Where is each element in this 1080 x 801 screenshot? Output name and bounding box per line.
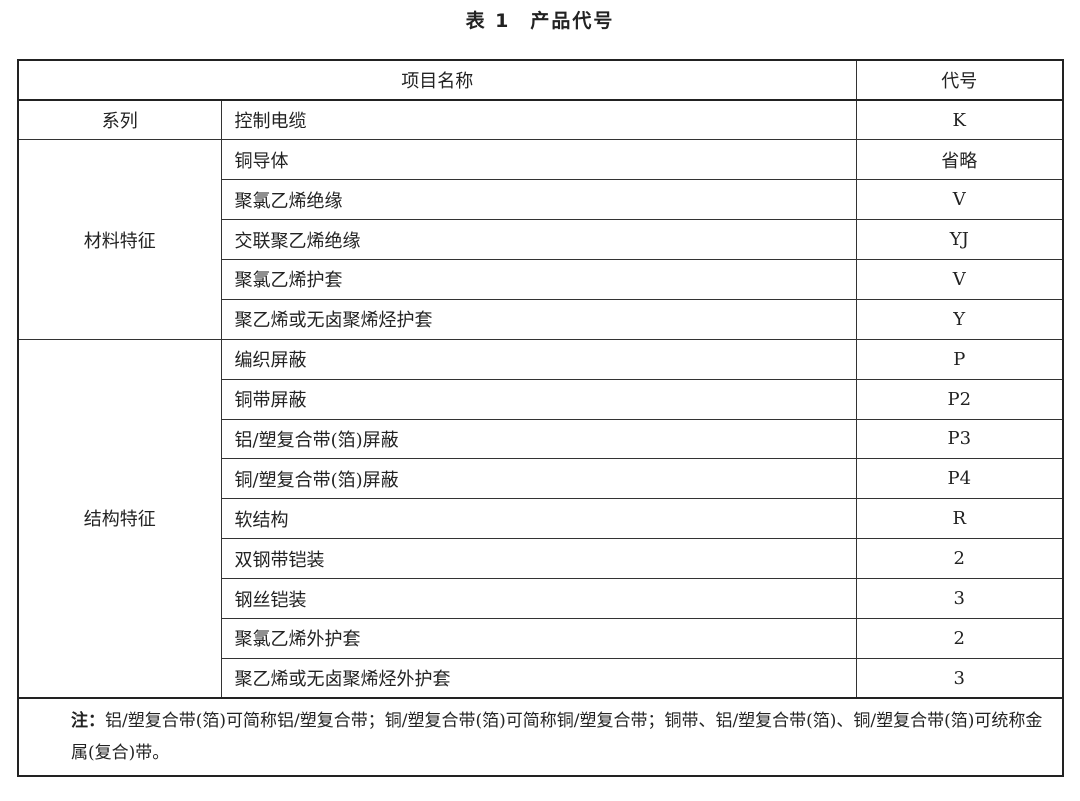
table-row: 聚氯乙烯护套 V	[18, 258, 1064, 300]
item-code: 2	[855, 538, 1064, 580]
item-name: 交联聚乙烯绝缘	[220, 219, 857, 260]
item-name: 控制电缆	[220, 99, 857, 141]
item-code: P3	[855, 418, 1064, 460]
item-code: P4	[855, 458, 1064, 500]
table-row: 材料特征 铜导体 省略	[17, 139, 1064, 340]
note-label: 注：	[71, 711, 105, 732]
item-name: 铜/塑复合带(箔)屏蔽	[220, 458, 857, 500]
item-name: 聚氯乙烯外护套	[220, 617, 857, 659]
item-code: Y	[855, 298, 1064, 340]
item-code: V	[855, 258, 1064, 300]
item-name: 聚氯乙烯绝缘	[220, 179, 857, 221]
item-code: V	[855, 179, 1064, 221]
header-item-name: 项目名称	[17, 59, 857, 101]
table-row: 铜/塑复合带(箔)屏蔽 P4	[18, 458, 1064, 500]
note-cell: 注：铝/塑复合带(箔)可简称铝/塑复合带；铜/塑复合带(箔)可简称铜/塑复合带；…	[17, 697, 1064, 777]
group-label: 材料特征	[17, 139, 222, 340]
item-name: 编织屏蔽	[220, 338, 857, 380]
item-code: 2	[855, 617, 1064, 659]
item-code: P2	[855, 378, 1064, 420]
group-label: 结构特征	[17, 338, 222, 699]
note-row: 注：铝/塑复合带(箔)可简称铝/塑复合带；铜/塑复合带(箔)可简称铜/塑复合带；…	[17, 697, 1064, 777]
table-row: 聚氯乙烯外护套 2	[18, 617, 1064, 659]
item-code: YJ	[855, 219, 1064, 260]
table-row: 双钢带铠装 2	[18, 538, 1064, 580]
item-name: 软结构	[220, 498, 857, 540]
item-name: 钢丝铠装	[220, 578, 857, 619]
table-row: 聚乙烯或无卤聚烯烃外护套 3	[18, 657, 1064, 699]
table-row: 聚乙烯或无卤聚烯烃护套 Y	[18, 298, 1064, 340]
table-number: 表 1	[465, 10, 511, 32]
table-title: 表 1 产品代号	[0, 6, 1080, 33]
table-row: 结构特征 编织屏蔽 P	[17, 338, 1064, 699]
group-label: 系列	[17, 99, 222, 141]
item-code: K	[855, 99, 1064, 141]
item-name: 双钢带铠装	[220, 538, 857, 580]
item-code: 3	[855, 578, 1064, 619]
table-caption: 产品代号	[530, 10, 615, 32]
note-text: 铝/塑复合带(箔)可简称铝/塑复合带；铜/塑复合带(箔)可简称铜/塑复合带；铜带…	[71, 711, 1043, 764]
item-name: 聚乙烯或无卤聚烯烃护套	[220, 298, 857, 340]
item-name: 聚乙烯或无卤聚烯烃外护套	[220, 657, 857, 699]
header-row: 项目名称 代号	[17, 59, 1064, 101]
table-row: 聚氯乙烯绝缘 V	[18, 179, 1064, 221]
table-row: 钢丝铠装 3	[18, 578, 1064, 619]
product-code-table: 项目名称 代号 系列 控制电缆 K 材料特征 铜导体 省略 聚氯乙烯绝缘 V 交联聚乙烯绝缘 YJ…	[17, 59, 1064, 778]
item-code: R	[855, 498, 1064, 540]
item-name: 聚氯乙烯护套	[220, 258, 857, 300]
item-code: 省略	[855, 139, 1064, 181]
item-name: 铝/塑复合带(箔)屏蔽	[220, 418, 857, 460]
header-code: 代号	[855, 59, 1064, 101]
table-row: 系列 控制电缆 K	[17, 99, 1064, 141]
item-code: 3	[855, 657, 1064, 699]
item-name: 铜带屏蔽	[220, 378, 857, 420]
item-name: 铜导体	[220, 139, 857, 181]
item-code: P	[855, 338, 1064, 380]
